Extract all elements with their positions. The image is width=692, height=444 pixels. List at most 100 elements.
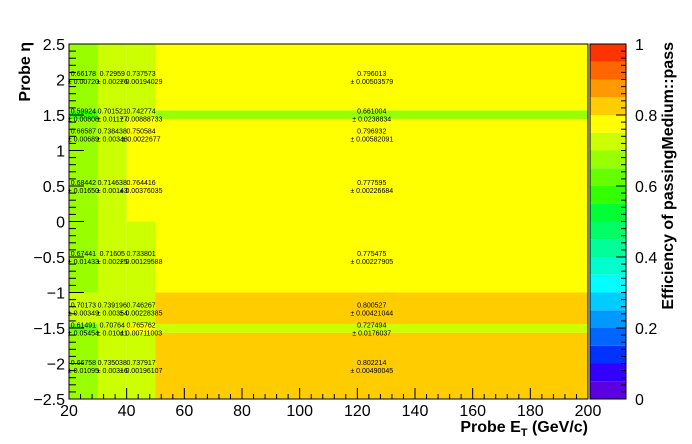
x-axis-title: Probe ET (GeV/c) — [460, 419, 588, 439]
cell-error-label: ± 0.00348 — [97, 137, 128, 144]
cell-error-label: ± 0.00143 — [97, 188, 128, 195]
cell-error-label: ± 0.05454 — [68, 330, 99, 337]
cell-error-label: ± 0.00196107 — [120, 368, 163, 375]
heatmap-cell — [97, 110, 127, 119]
heatmap-cell — [126, 118, 156, 151]
heatmap-cell — [69, 118, 98, 151]
palette-swatch — [590, 97, 626, 115]
cell-error-label: ± 0.00490045 — [350, 368, 393, 375]
cell-error-label: ± 0.00582091 — [350, 137, 393, 144]
palette-swatch — [590, 115, 626, 133]
cell-value-label: 0.737917 — [126, 360, 155, 367]
cell-value-label: 0.775475 — [357, 251, 386, 258]
palette-swatch — [590, 79, 626, 98]
y-tick-label: −0.5 — [33, 250, 65, 267]
cell-error-label: ± 0.00228385 — [120, 310, 163, 317]
cell-value-label: 0.66587 — [71, 129, 96, 136]
cell-error-label: ± 0.01650 — [68, 188, 99, 195]
heatmap-cell — [155, 44, 588, 111]
heatmap-cell — [126, 292, 156, 325]
cell-value-label: 0.66178 — [71, 71, 96, 78]
cell-value-label: 0.796013 — [357, 71, 386, 78]
heatmap-cell — [126, 324, 156, 333]
palette-swatch — [590, 132, 626, 151]
heatmap-cell — [155, 221, 588, 293]
cell-value-label: 0.714638 — [98, 180, 127, 187]
cell-error-label: ± 0.00711003 — [120, 330, 162, 337]
palette-swatch — [590, 257, 626, 275]
cell-value-label: 0.802214 — [357, 360, 386, 367]
y-tick-label: 0.5 — [43, 179, 65, 196]
cell-value-label: 0.68442 — [71, 180, 96, 187]
cell-value-label: 0.727494 — [357, 322, 386, 329]
cell-value-label: 0.765762 — [126, 322, 155, 329]
heatmap-cell — [155, 292, 588, 325]
cell-value-label: 0.61491 — [71, 322, 96, 329]
cell-value-label: 0.764416 — [126, 180, 155, 187]
cell-error-label: ± 0.0238834 — [352, 117, 391, 124]
heatmap-cell — [97, 150, 127, 222]
cell-error-label: ± 0.0176037 — [352, 330, 391, 337]
palette-swatch — [590, 186, 626, 204]
cell-error-label: ± 0.00888733 — [120, 117, 163, 124]
cell-value-label: 0.71605 — [100, 251, 125, 258]
x-tick-label: 160 — [459, 403, 486, 420]
cell-error-label: ± 0.01433 — [68, 259, 99, 266]
palette-swatch — [590, 381, 626, 399]
heatmap-cell — [97, 44, 127, 111]
y-tick-label: 1.5 — [43, 108, 65, 125]
heatmap-cell — [155, 118, 588, 151]
y-tick-label: −1 — [47, 286, 65, 303]
palette-swatch — [590, 274, 626, 293]
x-tick-label: 60 — [175, 403, 193, 420]
cell-error-label: ± 0.00349 — [68, 310, 99, 317]
palette-swatch — [590, 61, 626, 80]
cell-value-label: 0.661004 — [357, 109, 386, 116]
palette-swatch — [590, 221, 626, 240]
cell-value-label: 0.733801 — [126, 251, 155, 258]
y-tick-label: 1 — [56, 144, 65, 161]
heatmap-cell — [97, 118, 127, 151]
cell-error-label: ± 0.00194029 — [120, 79, 163, 86]
cell-error-label: ± 0.00720 — [68, 79, 99, 86]
palette-swatch — [590, 363, 626, 382]
cell-value-label: 0.72959 — [100, 71, 125, 78]
cell-value-label: 0.701521 — [98, 109, 127, 116]
heatmap-cell — [126, 150, 156, 222]
x-tick-label: 200 — [575, 403, 602, 420]
x-tick-label: 140 — [402, 403, 429, 420]
heatmap-cells — [69, 44, 588, 399]
cell-error-label: ± 0.00129588 — [120, 259, 163, 266]
x-tick-label: 180 — [517, 403, 544, 420]
cell-value-label: 0.735038 — [98, 360, 127, 367]
palette-swatch — [590, 150, 626, 169]
heatmap-cell — [97, 292, 127, 325]
x-tick-label: 40 — [118, 403, 136, 420]
heatmap-cell — [126, 221, 156, 293]
palette-swatch — [590, 203, 626, 222]
cell-error-label: ± 0.00225 — [97, 259, 128, 266]
x-tick-label: 100 — [286, 403, 313, 420]
heatmap-cell — [155, 150, 588, 222]
heatmap-cell — [126, 110, 156, 119]
heatmap-cell — [69, 332, 98, 399]
z-tick-label: 1 — [635, 37, 644, 54]
color-palette — [589, 43, 627, 400]
cell-error-label: ± 0.00689 — [68, 137, 99, 144]
heatmap-cell — [69, 292, 98, 325]
y-tick-label: 2 — [56, 73, 65, 90]
cell-value-label: 0.70764 — [100, 322, 125, 329]
heatmap-cell — [97, 324, 127, 333]
cell-value-label: 0.67441 — [71, 251, 96, 258]
cell-error-label: ± 0.00421044 — [350, 310, 393, 317]
cell-value-label: 0.59924 — [71, 109, 96, 116]
z-axis: 0 0.2 0.4 0.6 0.8 1 — [616, 37, 657, 409]
palette-swatch — [590, 44, 626, 62]
y-tick-label: 0 — [56, 215, 65, 232]
heatmap-cell — [155, 332, 588, 399]
cell-error-label: ± 0.00354 — [97, 310, 128, 317]
palette-swatch — [590, 345, 626, 364]
cell-value-label: 0.777595 — [357, 180, 386, 187]
